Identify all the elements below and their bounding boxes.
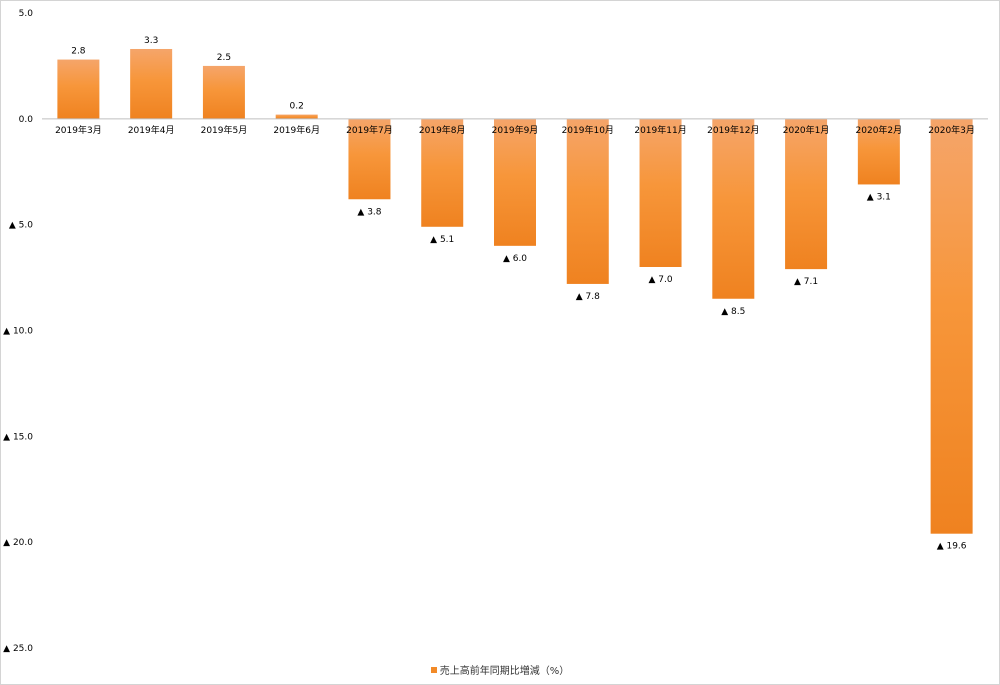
data-label: ▲ 3.1 [867,192,891,202]
bar [57,59,100,119]
category-label: 2019年6月 [273,124,320,136]
bar [930,118,973,534]
bar [639,118,682,267]
category-label: 2019年5月 [201,124,248,136]
legend: 売上高前年同期比増減（%） [0,662,1000,677]
category-label: 2020年3月 [928,124,975,136]
category-label: 2019年3月 [55,124,102,136]
labels-layer: 2.8 2019年3月 3.3 2019年4月 2.5 2019年5月 0.2 2019年6月… [3,9,975,654]
y-tick-label: ▲ 25.0 [3,644,33,654]
bar [130,48,173,119]
bar [202,65,245,119]
bar [275,114,318,119]
data-label: ▲ 5.1 [430,235,454,245]
data-label: ▲ 6.0 [503,254,527,264]
data-label: ▲ 19.6 [937,542,967,552]
data-label: 2.5 [217,53,231,63]
bar [494,118,536,246]
bar [348,118,391,200]
data-label: ▲ 7.8 [576,292,600,302]
data-label: 0.2 [290,102,304,112]
y-tick-label: ▲ 5.0 [9,221,33,231]
category-label: 2019年8月 [419,124,466,136]
category-label: 2019年11月 [634,124,686,136]
bar [566,118,609,284]
bar [857,118,900,185]
y-tick-label: ▲ 15.0 [3,432,33,442]
data-label: ▲ 8.5 [721,307,745,317]
y-tick-label: 0.0 [19,115,34,125]
data-label: ▲ 7.0 [648,275,672,285]
data-label: ▲ 7.1 [794,277,818,287]
category-label: 2020年2月 [856,124,903,136]
data-label: ▲ 3.8 [357,207,381,217]
legend-label: 売上高前年同期比増減（%） [439,666,570,677]
bar [421,118,464,227]
category-label: 2019年10月 [562,124,614,136]
category-label: 2019年7月 [346,124,393,136]
y-tick-label: 5.0 [19,9,34,19]
data-label: 3.3 [144,36,158,46]
category-label: 2019年12月 [707,124,759,136]
category-label: 2019年4月 [128,124,175,136]
category-label: 2019年9月 [492,124,539,136]
data-label: 2.8 [71,47,86,57]
legend-swatch [430,666,437,673]
bars-layer [57,48,973,534]
y-tick-label: ▲ 10.0 [3,327,33,337]
bar [785,118,828,270]
category-label: 2020年1月 [783,124,830,136]
y-tick-label: ▲ 20.0 [3,538,33,548]
bar [712,118,755,299]
